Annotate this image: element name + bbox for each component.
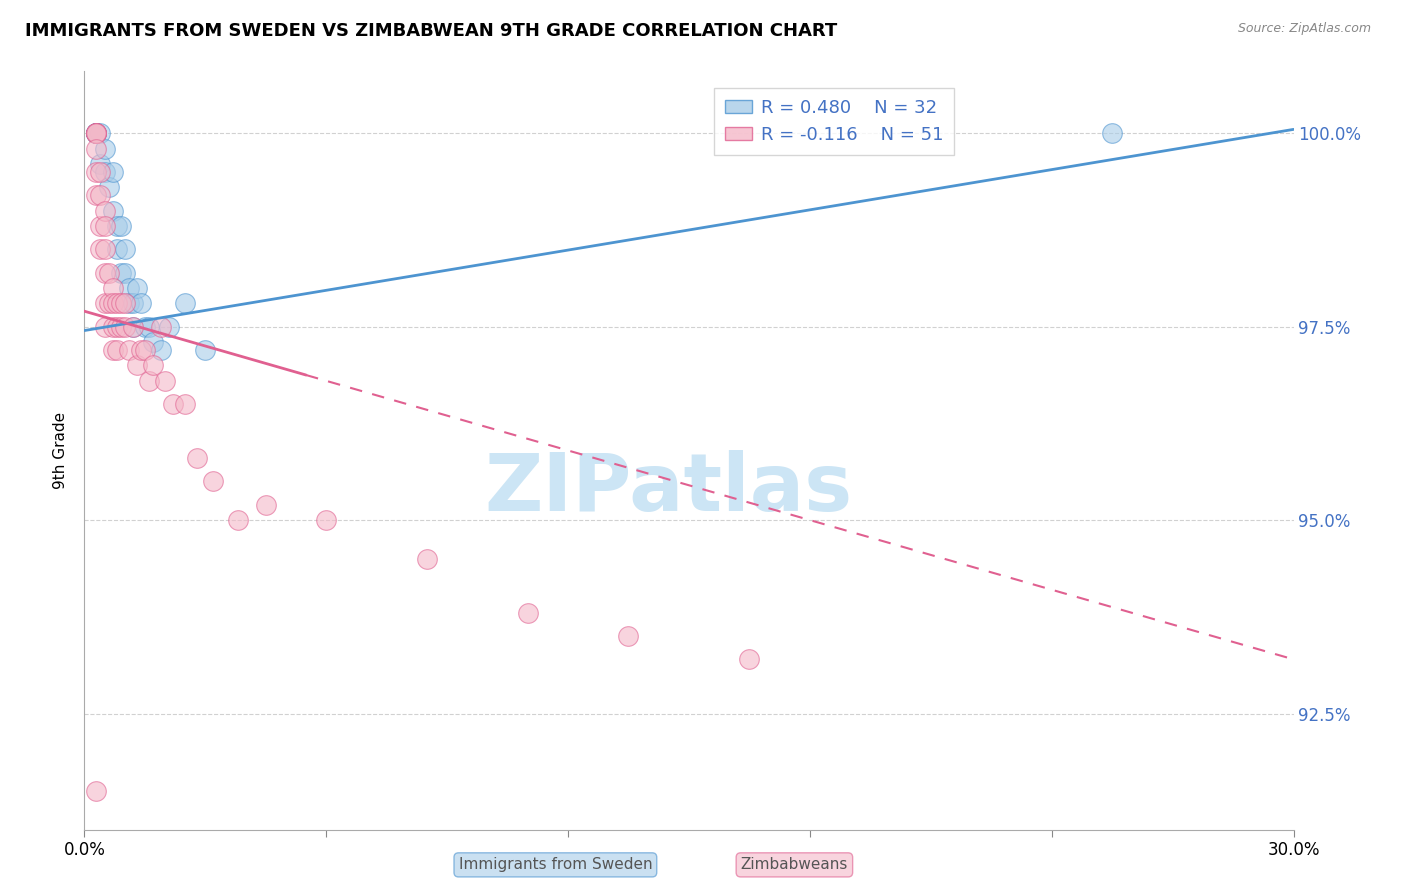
Point	[174, 397, 197, 411]
Point	[114, 242, 136, 256]
Point	[121, 319, 143, 334]
Point	[93, 165, 115, 179]
Point	[101, 296, 124, 310]
Point	[86, 784, 108, 798]
Point	[138, 374, 160, 388]
Text: IMMIGRANTS FROM SWEDEN VS ZIMBABWEAN 9TH GRADE CORRELATION CHART: IMMIGRANTS FROM SWEDEN VS ZIMBABWEAN 9TH…	[25, 22, 838, 40]
Point	[86, 126, 108, 140]
Point	[110, 219, 132, 233]
Point	[110, 296, 132, 310]
Point	[110, 319, 132, 334]
Point	[1101, 126, 1123, 140]
Point	[101, 281, 124, 295]
Text: Source: ZipAtlas.com: Source: ZipAtlas.com	[1237, 22, 1371, 36]
Point	[89, 157, 111, 171]
Point	[162, 397, 184, 411]
Point	[97, 296, 120, 310]
Point	[97, 266, 120, 280]
Point	[93, 219, 115, 233]
Point	[186, 451, 208, 466]
Point	[129, 296, 152, 310]
Point	[315, 513, 337, 527]
Point	[738, 652, 761, 666]
Point	[121, 296, 143, 310]
Legend: R = 0.480    N = 32, R = -0.116    N = 51: R = 0.480 N = 32, R = -0.116 N = 51	[714, 88, 955, 154]
Point	[134, 343, 156, 357]
Point	[105, 343, 128, 357]
Point	[129, 343, 152, 357]
Point	[89, 219, 111, 233]
Point	[118, 343, 141, 357]
Point	[114, 266, 136, 280]
Point	[254, 498, 277, 512]
Point	[86, 126, 108, 140]
Point	[101, 319, 124, 334]
Point	[89, 165, 111, 179]
Point	[101, 343, 124, 357]
Point	[617, 629, 640, 643]
Point	[86, 126, 108, 140]
Point	[114, 296, 136, 310]
Point	[110, 266, 132, 280]
Point	[86, 126, 108, 140]
Point	[93, 266, 115, 280]
Point	[105, 242, 128, 256]
Text: ZIPatlas: ZIPatlas	[485, 450, 853, 528]
Point	[194, 343, 217, 357]
Point	[125, 359, 148, 373]
Point	[142, 359, 165, 373]
Point	[86, 126, 108, 140]
Point	[142, 335, 165, 350]
Point	[89, 242, 111, 256]
Point	[86, 126, 108, 140]
Point	[86, 188, 108, 202]
Point	[93, 242, 115, 256]
Point	[89, 188, 111, 202]
Point	[118, 281, 141, 295]
Text: Immigrants from Sweden: Immigrants from Sweden	[458, 857, 652, 872]
Point	[93, 203, 115, 218]
Point	[416, 551, 439, 566]
Point	[105, 219, 128, 233]
Point	[153, 374, 176, 388]
Point	[516, 606, 538, 620]
Point	[101, 203, 124, 218]
Point	[86, 126, 108, 140]
Point	[93, 142, 115, 156]
Point	[105, 296, 128, 310]
Point	[86, 126, 108, 140]
Point	[174, 296, 197, 310]
Point	[114, 319, 136, 334]
Point	[149, 343, 172, 357]
Point	[202, 475, 225, 489]
Point	[118, 296, 141, 310]
Point	[86, 126, 108, 140]
Point	[101, 165, 124, 179]
Point	[97, 180, 120, 194]
Point	[121, 319, 143, 334]
Y-axis label: 9th Grade: 9th Grade	[53, 412, 69, 489]
Point	[157, 319, 180, 334]
Point	[93, 296, 115, 310]
Point	[138, 319, 160, 334]
Point	[125, 281, 148, 295]
Point	[226, 513, 249, 527]
Point	[105, 319, 128, 334]
Text: Zimbabweans: Zimbabweans	[741, 857, 848, 872]
Point	[134, 319, 156, 334]
Point	[89, 126, 111, 140]
Point	[93, 319, 115, 334]
Point	[149, 319, 172, 334]
Point	[86, 165, 108, 179]
Point	[86, 142, 108, 156]
